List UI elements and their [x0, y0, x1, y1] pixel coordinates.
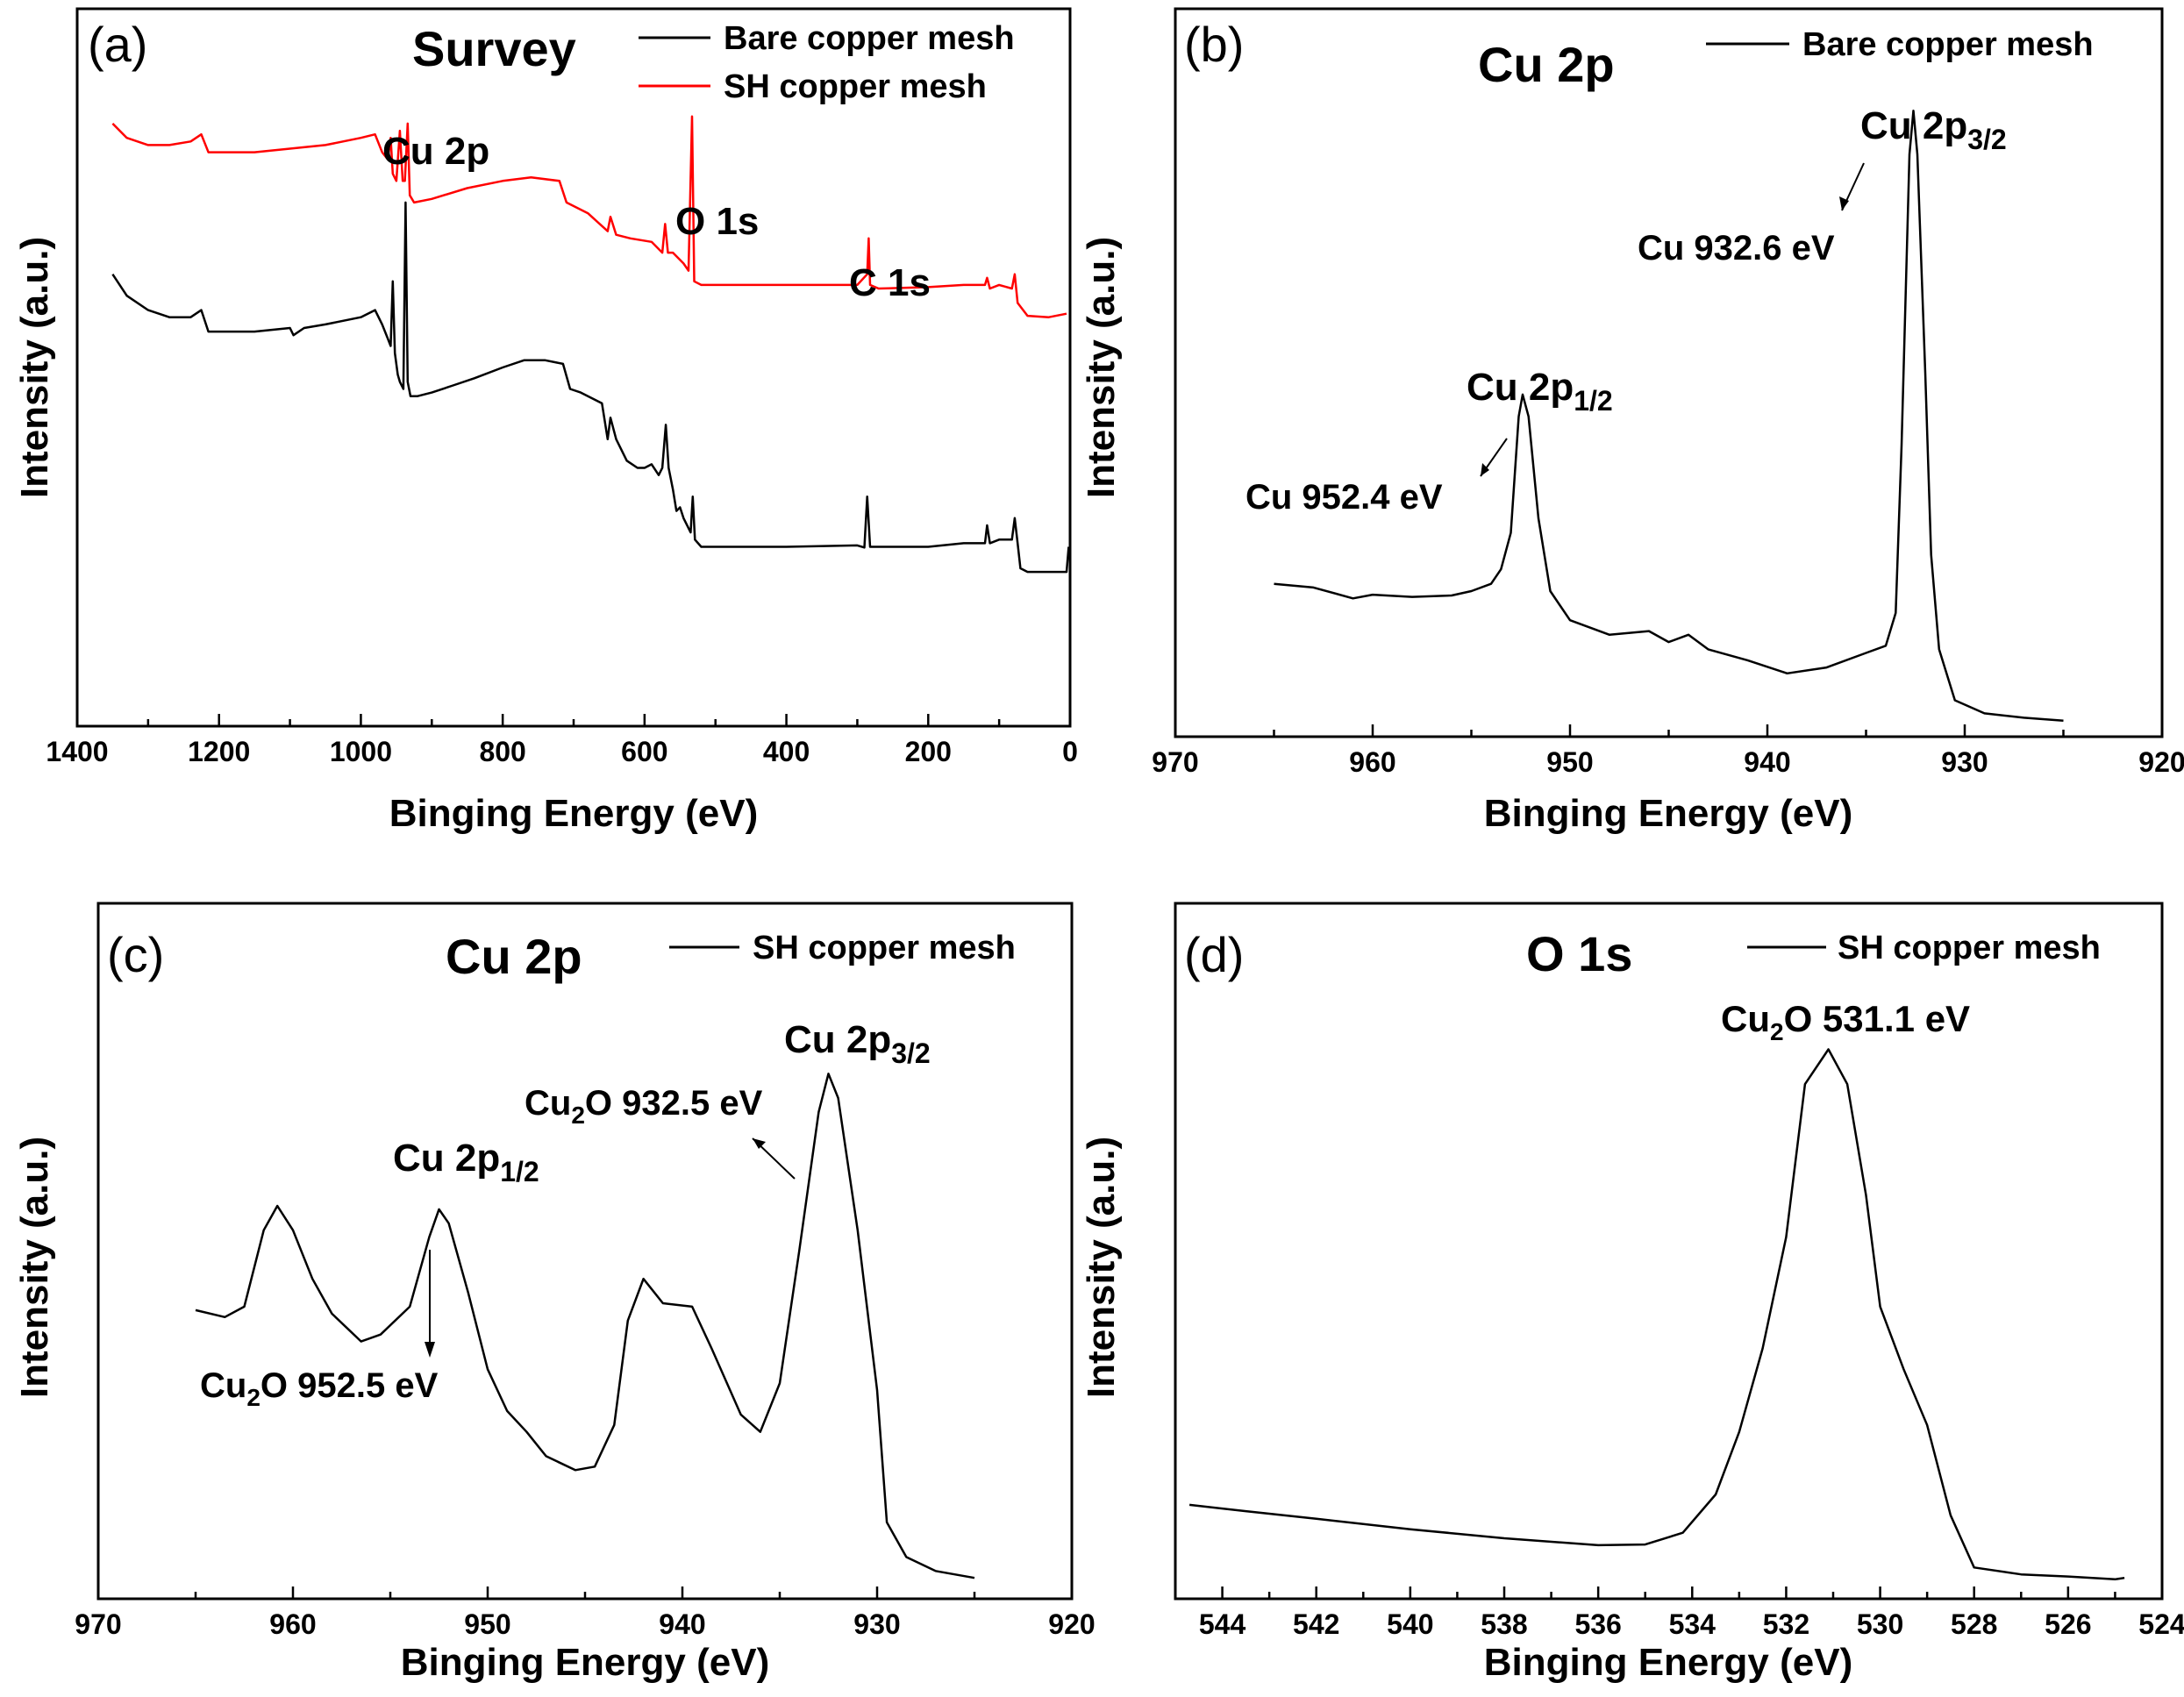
series-line-sh-copper-mesh — [111, 115, 1067, 318]
peak-label-cu2p12-c: Cu 2p1/2 — [393, 1137, 539, 1187]
x-tick-label: 960 — [1349, 746, 1395, 778]
panel-a-frame — [75, 7, 1072, 728]
panel-c-ylabel: Intensity (a.u.) — [13, 1137, 56, 1398]
x-tick-label: 960 — [269, 1608, 316, 1640]
panel-b-ylabel: Intensity (a.u.) — [1080, 237, 1123, 498]
panel-b-x-axis: 970 960 950 940 930 920 — [1152, 724, 2184, 778]
panel-a-x-axis: 1400 1200 1000 800 600 400 200 0 — [46, 714, 1078, 767]
x-tick-label: 970 — [75, 1608, 121, 1640]
x-tick-label: 920 — [1048, 1608, 1095, 1640]
peak-label-cu2p32-c: Cu 2p3/2 — [784, 1018, 931, 1069]
peak-label-cu2p: Cu 2p — [382, 130, 489, 173]
series-line-bare-copper-mesh — [111, 201, 1070, 574]
x-tick-label: 544 — [1199, 1608, 1246, 1640]
panel-c-letter: (c) — [107, 927, 164, 982]
x-tick-label: 970 — [1152, 746, 1198, 778]
legend-label-sh: SH copper mesh — [724, 68, 987, 105]
binding-energy-label-952-4: Cu 952.4 eV — [1245, 478, 1443, 517]
panel-a-letter: (a) — [88, 17, 147, 72]
x-tick-label: 920 — [2138, 746, 2184, 778]
panel-d-letter: (d) — [1184, 927, 1244, 982]
panel-d-o1s: (d) O 1s SH copper mesh 544 542 540 538 536 5… — [1080, 902, 2184, 1684]
x-tick-label: 930 — [853, 1608, 900, 1640]
panel-c-title: Cu 2p — [446, 929, 582, 984]
x-tick-label: 534 — [1669, 1608, 1717, 1640]
x-tick-label: 538 — [1481, 1608, 1527, 1640]
panel-d-ylabel: Intensity (a.u.) — [1080, 1137, 1123, 1398]
x-tick-label: 542 — [1293, 1608, 1339, 1640]
legend-label-sh-d: SH copper mesh — [1838, 930, 2101, 966]
x-tick-label: 400 — [763, 736, 810, 767]
panel-a-legend: Bare copper mesh SH copper mesh — [639, 20, 1015, 105]
panel-b-title: Cu 2p — [1478, 37, 1615, 92]
panel-b-xlabel: Binging Energy (eV) — [1484, 792, 1852, 835]
panel-a-title: Survey — [412, 21, 576, 76]
binding-energy-label-952-5: Cu2O 952.5 eV — [200, 1366, 439, 1411]
panel-b-letter: (b) — [1184, 17, 1244, 72]
panel-c-cu2p-sh: (c) Cu 2p SH copper mesh 970 960 950 940 930… — [13, 902, 1096, 1684]
binding-energy-label-531-1: Cu2O 531.1 eV — [1721, 998, 1970, 1045]
panel-a-ylabel: Intensity (a.u.) — [13, 237, 56, 498]
arrowhead-952-5 — [425, 1342, 435, 1358]
arrowhead-932-6 — [1839, 196, 1849, 210]
x-tick-label: 528 — [1951, 1608, 1997, 1640]
legend-label-sh-c: SH copper mesh — [753, 930, 1016, 966]
legend-label-bare-b: Bare copper mesh — [1802, 26, 2094, 63]
panel-d-title: O 1s — [1526, 926, 1632, 981]
arrowhead-952-4 — [1481, 463, 1489, 476]
panel-d-x-axis: 544 542 540 538 536 534 532 530 528 526 524 — [1199, 1586, 2184, 1640]
legend-label-bare: Bare copper mesh — [724, 20, 1015, 57]
series-line-sh-copper-mesh-d — [1188, 1048, 2125, 1581]
x-tick-label: 940 — [659, 1608, 705, 1640]
series-line-sh-copper-mesh-c — [195, 1073, 975, 1579]
x-tick-label: 930 — [1941, 746, 1988, 778]
peak-label-c1s: C 1s — [849, 261, 931, 304]
x-tick-label: 536 — [1574, 1608, 1621, 1640]
x-tick-label: 1200 — [188, 736, 250, 767]
x-tick-label: 600 — [621, 736, 667, 767]
panel-c-xlabel: Binging Energy (eV) — [401, 1641, 769, 1684]
x-tick-label: 532 — [1763, 1608, 1809, 1640]
peak-label-cu2p12-b: Cu 2p1/2 — [1467, 366, 1613, 417]
panel-b-frame — [1174, 7, 2164, 738]
panel-c-frame — [96, 902, 1074, 1601]
x-tick-label: 940 — [1744, 746, 1790, 778]
arrowhead-932-5 — [753, 1138, 766, 1149]
x-tick-label: 950 — [1546, 746, 1593, 778]
panel-a-xlabel: Binging Energy (eV) — [389, 792, 758, 835]
panel-a-survey: (a) Survey Bare copper mesh SH copper me… — [13, 7, 1078, 835]
x-tick-label: 1400 — [46, 736, 108, 767]
panel-b-legend: Bare copper mesh — [1706, 26, 2094, 63]
series-line-bare-copper-mesh-b — [1274, 109, 2064, 722]
x-tick-label: 0 — [1062, 736, 1078, 767]
panel-d-xlabel: Binging Energy (eV) — [1484, 1641, 1852, 1684]
x-tick-label: 540 — [1387, 1608, 1433, 1640]
panel-d-frame — [1174, 902, 2164, 1601]
panel-b-cu2p-bare: (b) Cu 2p Bare copper mesh 970 960 950 940 9… — [1080, 7, 2184, 835]
x-tick-label: 524 — [2138, 1608, 2184, 1640]
binding-energy-label-932-5: Cu2O 932.5 eV — [525, 1084, 763, 1129]
x-tick-label: 1000 — [330, 736, 392, 767]
x-tick-label: 530 — [1857, 1608, 1903, 1640]
panel-c-x-axis: 970 960 950 940 930 920 — [75, 1586, 1096, 1640]
x-tick-label: 526 — [2045, 1608, 2091, 1640]
peak-label-o1s: O 1s — [675, 200, 759, 243]
panel-d-legend: SH copper mesh — [1747, 930, 2101, 966]
x-tick-label: 950 — [464, 1608, 510, 1640]
panel-c-legend: SH copper mesh — [669, 930, 1016, 966]
binding-energy-label-932-6: Cu 932.6 eV — [1638, 229, 1835, 267]
x-tick-label: 200 — [905, 736, 952, 767]
peak-label-cu2p32-b: Cu 2p3/2 — [1860, 104, 2007, 155]
x-tick-label: 800 — [479, 736, 525, 767]
